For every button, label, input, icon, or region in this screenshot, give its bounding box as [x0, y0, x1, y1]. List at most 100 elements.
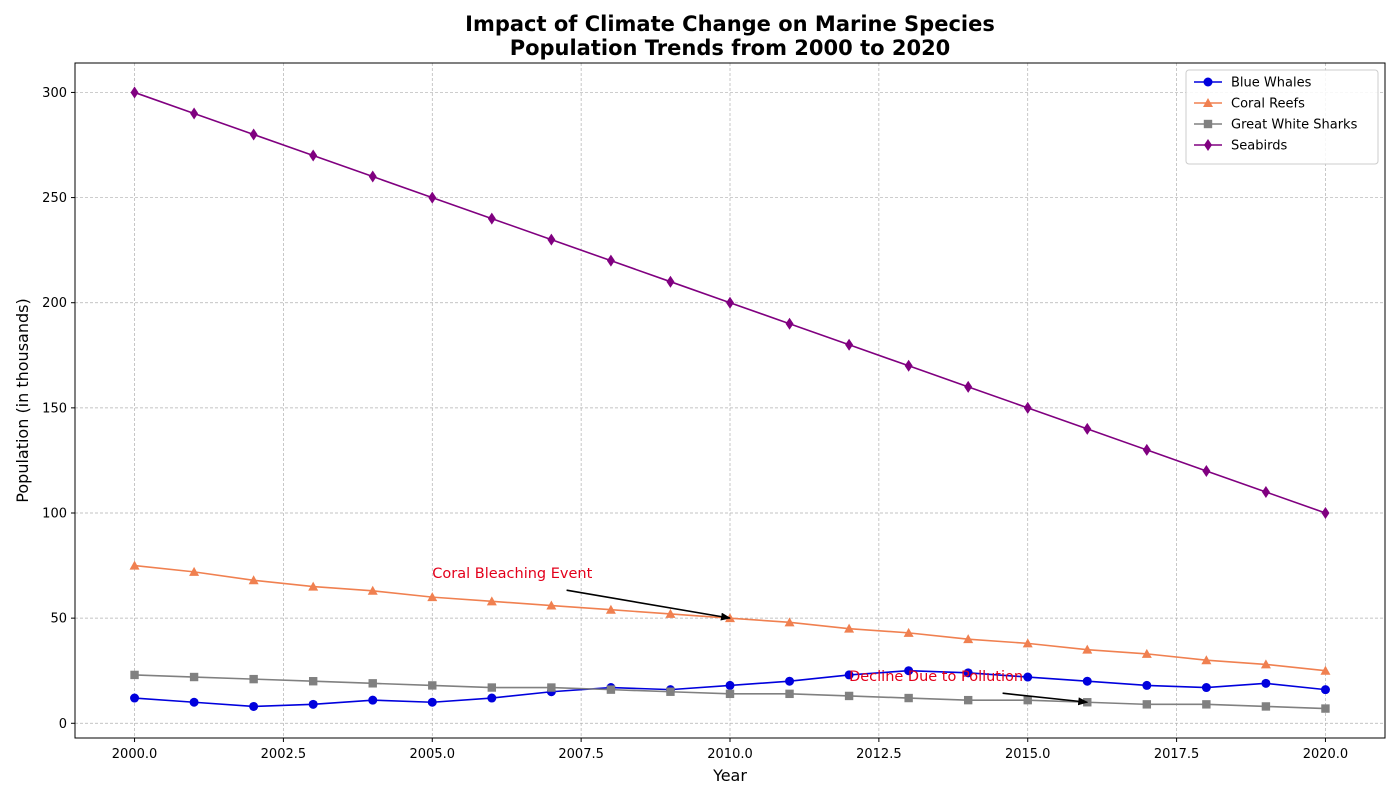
chart-title-text: Impact of Climate Change on Marine Speci… [465, 12, 995, 60]
data-point [368, 695, 378, 705]
data-point [1320, 665, 1331, 675]
data-point [1082, 644, 1093, 654]
data-point [189, 566, 200, 576]
chart-title-line: Impact of Climate Change on Marine Speci… [465, 12, 995, 36]
data-point [428, 681, 437, 690]
data-point [904, 666, 914, 676]
data-point [1142, 443, 1151, 456]
data-point [1023, 672, 1033, 682]
data-point [1261, 678, 1271, 688]
x-tick-label: 2000.0 [112, 747, 158, 762]
data-point [1141, 648, 1152, 658]
chart-title: Impact of Climate Change on Marine Speci… [465, 12, 995, 60]
data-point [1201, 655, 1212, 665]
data-point [1142, 700, 1152, 709]
annotation-text: Decline Due to Pollution [849, 669, 1023, 685]
data-point [427, 592, 438, 602]
data-point [1321, 704, 1330, 713]
data-point [428, 191, 437, 204]
data-point [845, 338, 854, 351]
x-tick-label: 2020.0 [1303, 747, 1349, 762]
data-point [309, 149, 318, 162]
data-point [785, 689, 794, 699]
data-point [129, 560, 140, 570]
x-tick-label: 2017.5 [1154, 747, 1200, 762]
data-point [904, 359, 913, 372]
legend-box [1185, 69, 1379, 165]
data-point [1082, 676, 1092, 686]
x-tick-label: 2005.0 [410, 747, 456, 762]
x-tick-label: 2010.0 [707, 747, 753, 762]
x-axis-ticks: 2000.0 2002.5 2005.0 2007.5 2010.0 2012.5 2015… [112, 738, 1348, 762]
data-point [1204, 139, 1212, 151]
annotation: Decline Due to Pollution [849, 669, 1089, 706]
data-point [486, 596, 497, 606]
annotation: Coral Bleaching Event [432, 566, 731, 621]
data-point [665, 608, 676, 618]
data-point [903, 627, 914, 637]
legend-item: Great White Sharks [1194, 118, 1358, 133]
data-point [844, 691, 854, 701]
data-point [1083, 422, 1092, 435]
series-layer [129, 86, 1331, 713]
legend-item: Seabirds [1194, 139, 1287, 154]
x-tick-label: 2002.5 [261, 747, 307, 762]
data-point [547, 683, 556, 692]
data-point [487, 693, 497, 703]
annotation-text: Coral Bleaching Event [432, 566, 592, 582]
data-point [963, 634, 974, 644]
legend: Blue Whales Coral Reefs Great White Sharks… [1185, 69, 1379, 165]
y-tick-label: 0 [59, 717, 67, 732]
legend-label: Blue Whales [1231, 76, 1312, 91]
y-tick-label: 150 [42, 401, 67, 416]
legend-label: Great White Sharks [1231, 118, 1358, 133]
data-point [1321, 507, 1330, 519]
data-point [726, 296, 734, 309]
data-point [308, 677, 318, 686]
data-point [368, 170, 377, 183]
data-point [130, 670, 139, 680]
data-point [1142, 680, 1152, 690]
data-point [248, 575, 259, 585]
y-tick-label: 250 [42, 191, 67, 206]
data-point [1261, 485, 1270, 498]
data-point [785, 676, 795, 686]
annotations: Coral Bleaching Event Decline Due to Poll… [432, 566, 1089, 706]
data-point [487, 683, 497, 692]
data-point [666, 687, 675, 696]
series-blue-whales [130, 666, 1330, 711]
data-point [1201, 683, 1211, 693]
data-point [130, 86, 139, 99]
data-point [130, 693, 140, 703]
data-point [427, 697, 437, 707]
data-point [189, 672, 199, 682]
data-point [1022, 638, 1033, 648]
data-point [249, 128, 258, 141]
legend-label: Coral Reefs [1231, 97, 1305, 112]
series-great-white-sharks [130, 670, 1330, 713]
data-point [367, 585, 378, 595]
y-tick-label: 100 [42, 507, 67, 522]
chart-title-line: Population Trends from 2000 to 2020 [510, 36, 951, 60]
data-point [785, 317, 794, 330]
data-point [605, 604, 616, 614]
data-point [1203, 119, 1213, 129]
data-point [904, 693, 913, 703]
data-point [546, 600, 557, 610]
data-point [666, 275, 675, 288]
data-point [606, 254, 615, 267]
y-tick-label: 300 [42, 86, 67, 101]
data-point [1261, 702, 1271, 711]
y-axis-ticks: 0 50 100 150 200 250 300 [42, 86, 75, 732]
y-tick-label: 200 [42, 296, 67, 311]
data-point [547, 233, 556, 246]
x-axis-label: Year [712, 766, 747, 785]
data-point [725, 689, 735, 699]
annotation-arrow [1002, 692, 1089, 706]
data-point [844, 670, 854, 680]
data-point [784, 617, 795, 627]
data-point [1260, 659, 1271, 669]
data-point [963, 668, 973, 678]
data-point [725, 680, 735, 690]
